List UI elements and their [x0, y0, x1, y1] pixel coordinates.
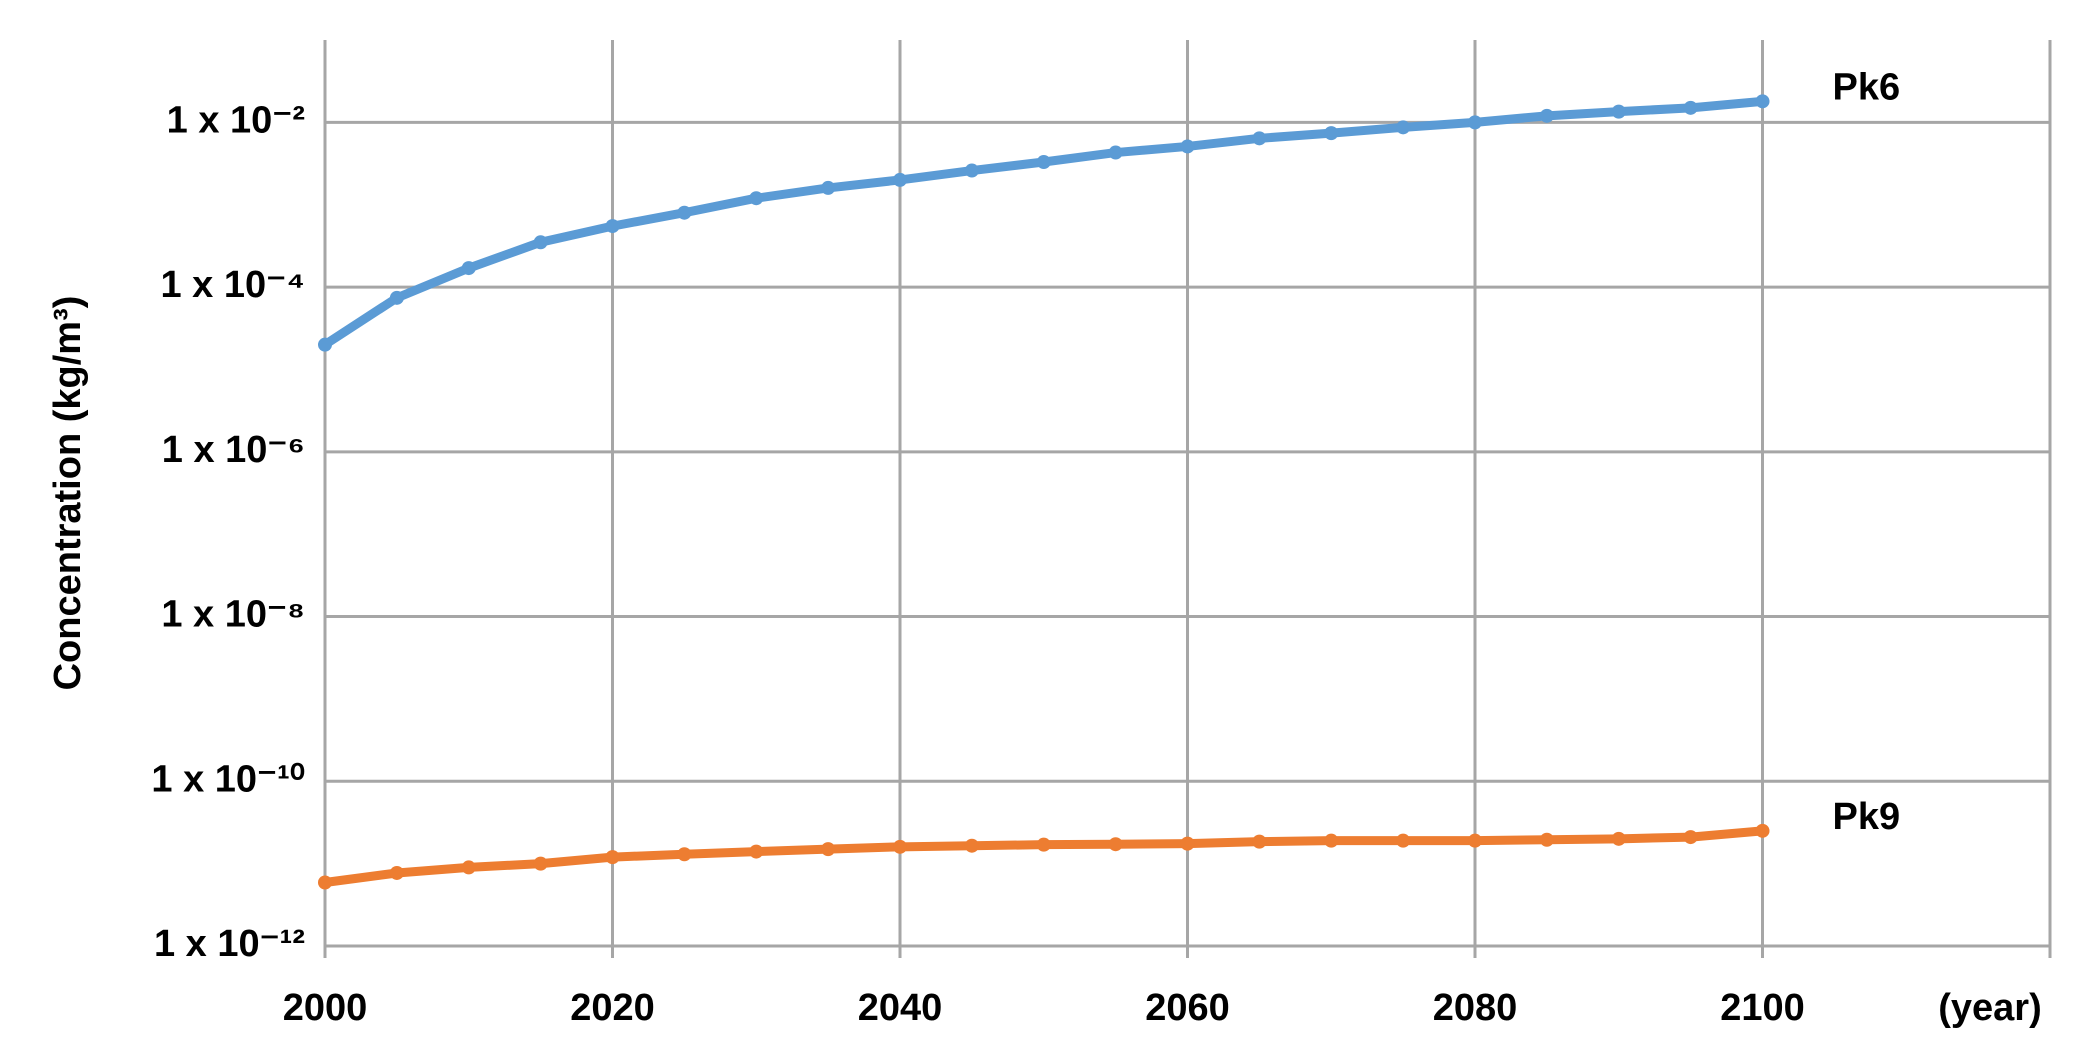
marker — [821, 180, 836, 195]
marker — [461, 261, 476, 276]
marker — [1396, 833, 1411, 848]
marker — [677, 205, 692, 220]
x-tick-label: 2100 — [1720, 987, 1805, 1029]
marker — [749, 191, 764, 206]
marker — [1755, 823, 1770, 838]
marker — [893, 839, 907, 854]
marker — [533, 235, 548, 250]
series-line — [320, 96, 1767, 350]
marker — [1324, 833, 1339, 848]
marker — [677, 847, 692, 862]
x-tick-label: 2040 — [858, 987, 943, 1029]
marker — [1108, 145, 1123, 160]
marker — [605, 850, 620, 865]
marker — [1108, 837, 1123, 852]
x-tick-label: 2080 — [1433, 987, 1518, 1029]
y-tick-label: 1 x 10⁻⁶ — [162, 429, 305, 471]
marker — [1611, 104, 1626, 119]
marker — [461, 860, 476, 875]
marker — [964, 838, 979, 853]
series-label: Pk9 — [1833, 796, 1901, 838]
marker — [964, 163, 979, 178]
marker — [893, 172, 907, 187]
y-tick-label: 1 x 10⁻¹⁰ — [151, 758, 305, 800]
y-axis-label: Concentration (kg/m³) — [47, 296, 89, 691]
y-tick-label: 1 x 10⁻¹² — [154, 923, 305, 965]
x-tick-label: 2000 — [283, 987, 368, 1029]
marker — [1468, 833, 1482, 848]
marker — [533, 856, 548, 871]
x-tick-label: 2020 — [570, 987, 655, 1029]
series-label: Pk6 — [1833, 66, 1901, 108]
marker — [1324, 126, 1339, 141]
x-tick-label: 2060 — [1145, 987, 1230, 1029]
marker — [1396, 120, 1411, 135]
marker — [389, 865, 404, 880]
marker — [1683, 100, 1698, 115]
y-tick-label: 1 x 10⁻⁴ — [160, 264, 305, 306]
marker — [318, 337, 332, 352]
marker — [605, 219, 620, 234]
marker — [1252, 834, 1267, 849]
marker — [318, 875, 332, 890]
x-axis-label: (year) — [1938, 987, 2042, 1029]
marker — [389, 290, 404, 305]
marker — [1036, 837, 1051, 852]
marker — [1180, 836, 1195, 851]
marker — [1755, 94, 1770, 109]
marker — [1539, 108, 1554, 123]
y-tick-label: 1 x 10⁻² — [167, 99, 305, 141]
marker — [1683, 830, 1698, 845]
marker — [1468, 115, 1482, 130]
marker — [1539, 832, 1554, 847]
marker — [1180, 139, 1195, 154]
marker — [749, 844, 764, 859]
marker — [1036, 155, 1051, 170]
marker — [1252, 131, 1267, 146]
marker — [821, 842, 836, 857]
y-tick-label: 1 x 10⁻⁸ — [161, 594, 305, 636]
marker — [1611, 831, 1626, 846]
